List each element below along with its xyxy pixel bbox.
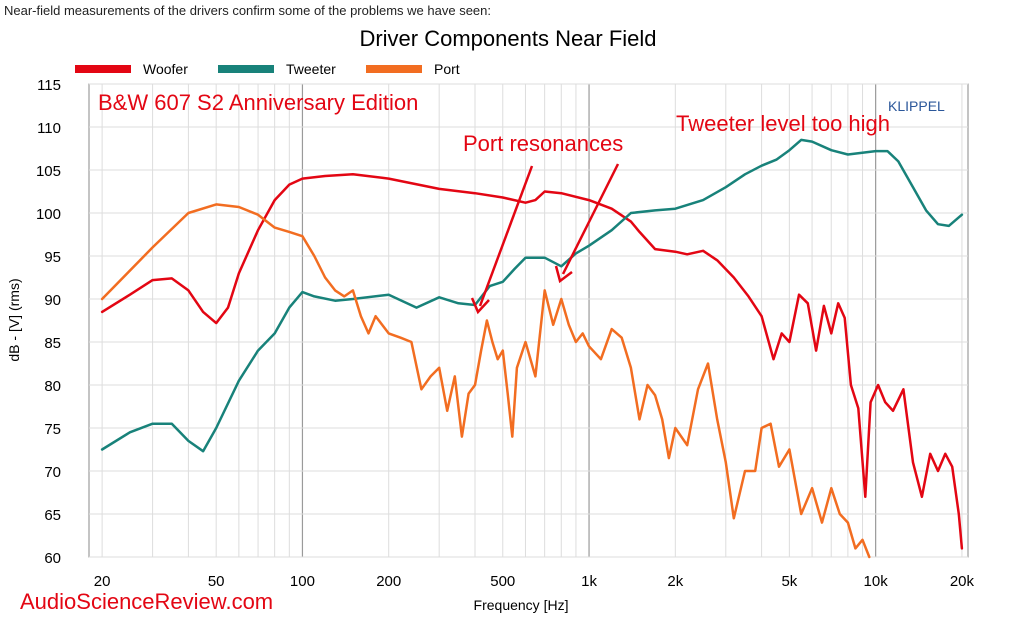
legend-swatch-woofer	[75, 65, 131, 73]
x-tick-label: 20	[94, 573, 111, 590]
annotation-port-resonances: Port resonances	[463, 131, 623, 156]
y-axis-label: dB - [V] (rms)	[6, 278, 22, 361]
annotation-arrows	[470, 163, 620, 315]
y-tick-label: 85	[44, 335, 61, 352]
y-tick-label: 80	[44, 378, 61, 395]
legend-label-woofer: Woofer	[143, 61, 188, 77]
series-line-port	[100, 203, 871, 559]
chart-title: Driver Components Near Field	[359, 26, 656, 51]
series-line-tweeter	[100, 138, 964, 453]
y-tick-label: 90	[44, 292, 61, 309]
arrow-port-resonance-2	[561, 163, 620, 275]
y-axis-ticks: 60 65 70 75 80 85 90 95 100 105 110 115	[36, 77, 61, 567]
x-tick-label: 100	[290, 573, 315, 590]
x-tick-label: 200	[376, 573, 401, 590]
legend-swatch-tweeter	[218, 65, 274, 73]
y-tick-label: 115	[37, 77, 61, 94]
y-tick-label: 65	[44, 507, 61, 524]
annotation-tweeter-level: Tweeter level too high	[676, 111, 890, 136]
page-caption: Near-field measurements of the drivers c…	[4, 3, 491, 18]
x-axis-ticks: 20 50 100 200 500 1k 2k 5k 10k 20k	[94, 573, 975, 590]
y-tick-label: 70	[44, 464, 61, 481]
arrowhead-port-resonance-1	[470, 297, 490, 315]
x-tick-label: 50	[208, 573, 225, 590]
y-tick-label: 100	[36, 206, 61, 223]
y-tick-label: 60	[44, 550, 61, 567]
annotation-klippel: KLIPPEL	[888, 98, 945, 114]
x-tick-label: 2k	[667, 573, 683, 590]
annotation-model: B&W 607 S2 Anniversary Edition	[98, 90, 418, 115]
y-tick-label: 95	[44, 249, 61, 266]
y-tick-label: 110	[37, 120, 61, 137]
arrow-port-resonance-1	[478, 165, 534, 307]
x-tick-label: 20k	[950, 573, 975, 590]
legend-label-tweeter: Tweeter	[286, 61, 336, 77]
legend: Woofer Tweeter Port	[75, 61, 460, 77]
series-line-woofer	[100, 173, 964, 550]
legend-label-port: Port	[434, 61, 460, 77]
arrowhead-port-resonance-2	[554, 265, 573, 284]
y-tick-label: 75	[44, 421, 61, 438]
x-tick-label: 10k	[864, 573, 889, 590]
grid	[89, 83, 968, 558]
legend-swatch-port	[366, 65, 422, 73]
annotation-watermark: AudioScienceReview.com	[20, 589, 273, 614]
y-tick-label: 105	[36, 163, 61, 180]
series-lines	[100, 138, 964, 559]
x-tick-label: 500	[490, 573, 515, 590]
x-tick-label: 5k	[781, 573, 797, 590]
x-axis-label: Frequency [Hz]	[474, 597, 569, 613]
x-tick-label: 1k	[581, 573, 597, 590]
